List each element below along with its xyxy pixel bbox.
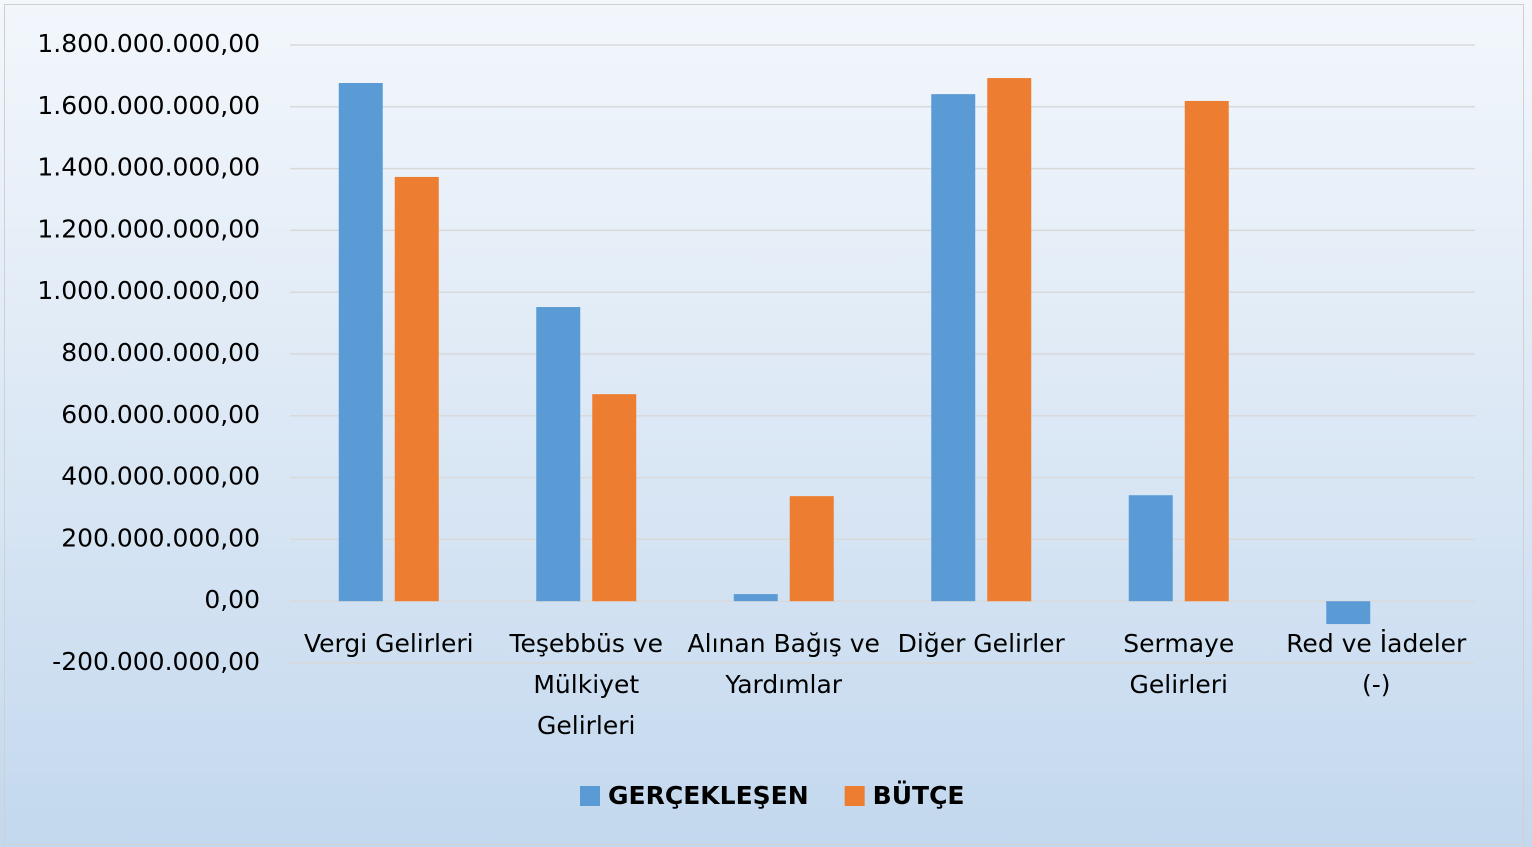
y-tick-label: 1.000.000.000,00 [37, 276, 260, 305]
x-tick-label: Diğer Gelirler [897, 629, 1065, 658]
bar [1184, 100, 1229, 602]
bar [1128, 495, 1173, 602]
y-tick-label: 200.000.000,00 [61, 523, 260, 552]
x-tick-label: Teşebbüs ve Mülkiyet Gelirleri [509, 629, 664, 740]
y-tick-label: 1.800.000.000,00 [37, 29, 260, 58]
x-tick-label: Sermaye Gelirleri [1123, 629, 1235, 699]
y-tick-label: 1.600.000.000,00 [37, 91, 260, 120]
legend-label: GERÇEKLEŞEN [608, 781, 809, 810]
bar [789, 496, 834, 602]
bar [931, 94, 976, 602]
y-tick-label: 1.400.000.000,00 [37, 153, 260, 182]
bar [987, 78, 1032, 602]
y-tick-label: 600.000.000,00 [61, 400, 260, 429]
y-tick-label: -200.000.000,00 [52, 647, 260, 676]
y-tick-label: 400.000.000,00 [61, 462, 260, 491]
y-tick-label: 800.000.000,00 [61, 338, 260, 367]
chart-border [4, 4, 1524, 845]
bar [733, 594, 778, 602]
legend-swatch [580, 786, 600, 806]
bar [1326, 601, 1371, 625]
bar [592, 394, 637, 602]
bar [338, 83, 383, 602]
legend-swatch [844, 786, 865, 806]
x-tick-label: Alınan Bağış ve Yardımlar [687, 629, 880, 699]
bar [536, 307, 581, 602]
y-tick-label: 0,00 [204, 585, 260, 614]
y-tick-label: 1.200.000.000,00 [37, 214, 260, 243]
x-tick-label: Red ve İadeler (-) [1286, 629, 1467, 699]
x-tick-label: Vergi Gelirleri [303, 629, 474, 658]
legend-label: BÜTÇE [873, 780, 965, 810]
bar [394, 176, 439, 602]
